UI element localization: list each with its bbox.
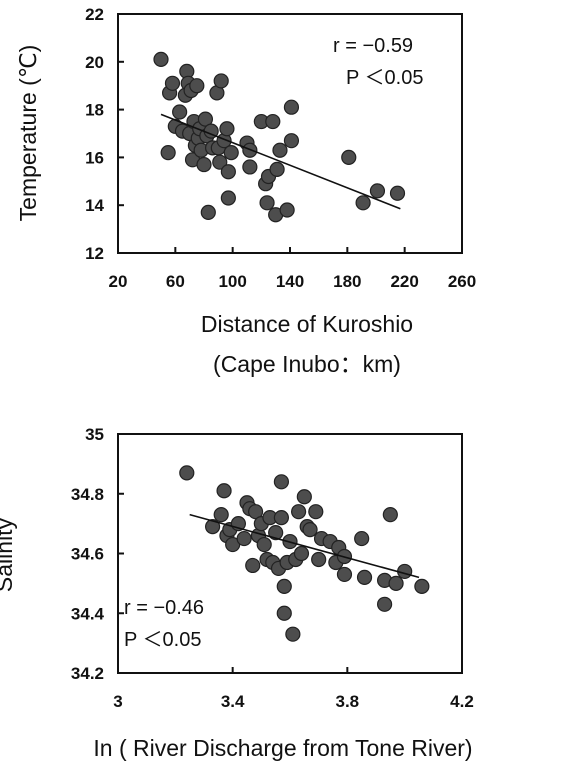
temperature-x-axis-label-line1: Distance of Kuroshio — [201, 311, 413, 337]
y-tick-label: 34.2 — [71, 664, 104, 683]
data-point — [369, 183, 386, 199]
data-point — [200, 204, 216, 220]
salinity-p-annotation: P ＜0.05 — [124, 629, 201, 651]
data-point — [172, 104, 188, 120]
data-point — [205, 519, 221, 535]
data-point — [388, 575, 404, 591]
temperature-x-axis-label-line2: (Cape Inubo：km) — [213, 351, 401, 377]
data-point — [279, 202, 295, 218]
data-point — [236, 530, 252, 547]
y-tick-label: 18 — [85, 101, 104, 120]
y-tick-label: 34.6 — [71, 545, 104, 564]
x-tick-label: 3.4 — [221, 692, 245, 711]
x-tick-label: 220 — [390, 272, 418, 291]
salinity-chart-frame — [117, 433, 463, 674]
salinity-chart-ticks: 34.2 34.4 34.6 34.8 35 3 3.4 3.8 4.2 — [71, 425, 474, 711]
data-point — [223, 145, 239, 161]
data-point — [219, 121, 235, 137]
data-point — [311, 551, 327, 568]
x-tick-label: 3.8 — [336, 692, 360, 711]
y-tick-label: 34.8 — [71, 485, 104, 504]
data-point — [272, 142, 288, 158]
temperature-r-annotation: r = −0.59 — [333, 35, 413, 57]
data-point — [245, 557, 261, 574]
y-tick-label: 12 — [85, 244, 104, 263]
data-point — [265, 113, 281, 130]
data-point — [293, 545, 310, 562]
data-point — [216, 483, 232, 499]
x-tick-label: 180 — [333, 272, 361, 291]
data-point — [355, 195, 371, 211]
x-tick-label: 4.2 — [450, 692, 474, 711]
data-point — [242, 159, 258, 175]
x-tick-label: 60 — [166, 272, 185, 291]
temperature-chart-ticks: 12 14 16 18 20 22 20 60 100 140 180 220 260 — [85, 5, 476, 291]
data-point — [259, 195, 275, 211]
temperature-p-annotation: P ＜0.05 — [346, 67, 423, 89]
data-point — [256, 536, 272, 553]
salinity-chart: 34.2 34.4 34.6 34.8 35 3 3.4 3.8 4.2 r = −0.46 P… — [0, 425, 474, 761]
y-tick-label: 20 — [85, 53, 104, 72]
x-tick-label: 260 — [448, 272, 476, 291]
x-tick-label: 100 — [218, 272, 246, 291]
temperature-chart-frame — [117, 13, 463, 254]
data-point — [285, 626, 301, 642]
data-point — [196, 156, 212, 173]
salinity-r-annotation: r = −0.46 — [124, 597, 204, 619]
temperature-trendline — [160, 113, 401, 210]
data-point — [179, 465, 195, 481]
data-point — [220, 190, 236, 206]
data-point — [302, 521, 318, 538]
data-point — [189, 78, 205, 94]
x-tick-label: 20 — [109, 272, 128, 291]
data-point — [308, 504, 324, 520]
temperature-y-axis-label: Temperature (℃) — [15, 45, 41, 222]
data-point — [291, 504, 307, 520]
data-point — [283, 133, 300, 149]
data-point — [164, 75, 181, 91]
y-tick-label: 22 — [85, 5, 104, 24]
salinity-chart-points — [179, 465, 430, 642]
y-tick-label: 35 — [85, 425, 104, 444]
data-point — [276, 578, 292, 594]
data-point — [356, 569, 373, 586]
data-point — [269, 161, 285, 177]
salinity-x-axis-label: In ( River Discharge from Tone River) — [93, 735, 472, 761]
data-point — [213, 507, 229, 523]
data-point — [389, 185, 406, 201]
data-point — [377, 596, 393, 612]
data-point — [296, 489, 312, 505]
y-tick-label: 34.4 — [71, 604, 105, 623]
x-tick-label: 3 — [113, 692, 122, 711]
data-point — [283, 99, 300, 115]
y-tick-label: 16 — [85, 148, 104, 167]
data-point — [212, 154, 228, 170]
data-point — [268, 524, 284, 541]
x-tick-label: 140 — [276, 272, 304, 291]
data-point — [336, 566, 353, 583]
data-point — [220, 164, 236, 180]
data-point — [273, 474, 289, 490]
data-point — [414, 578, 430, 594]
data-point — [382, 507, 398, 523]
data-point — [273, 510, 289, 526]
y-tick-label: 14 — [85, 196, 104, 215]
data-point — [276, 605, 292, 621]
data-point — [213, 73, 229, 89]
data-point — [341, 149, 357, 165]
data-point — [153, 51, 169, 68]
salinity-trendline — [189, 513, 420, 579]
temperature-chart: 12 14 16 18 20 22 20 60 100 140 180 220 260 r = −0.5… — [15, 5, 476, 377]
salinity-y-axis-label: Salinity — [0, 517, 17, 592]
data-point — [160, 145, 176, 161]
data-point — [354, 530, 370, 547]
